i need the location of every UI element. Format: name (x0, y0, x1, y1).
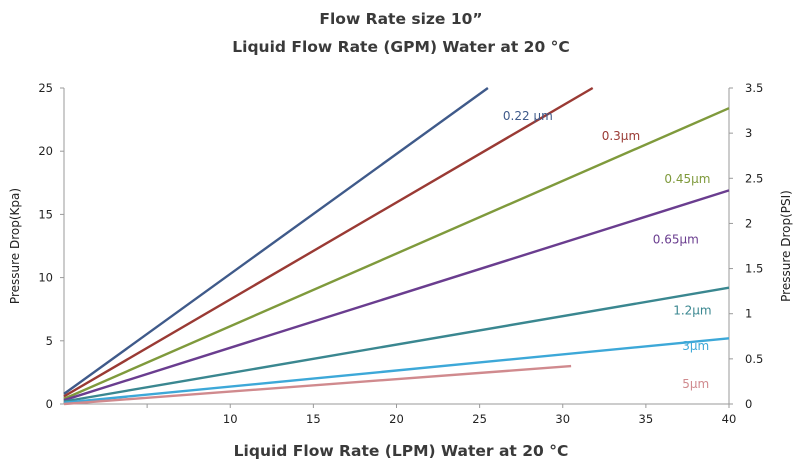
y2-tick-label: 2.5 (745, 171, 763, 185)
x-tick-label: 40 (722, 412, 737, 426)
series-line (63, 337, 730, 404)
y2-tick-label: 0 (745, 397, 752, 411)
series-label: 0.22 μm (503, 109, 553, 123)
y2-tick-label: 1 (745, 307, 752, 321)
y2-tick-label: 0.5 (745, 352, 763, 366)
chart-subtitle: Liquid Flow Rate (GPM) Water at 20 °C (232, 38, 570, 56)
y2-tick-label: 2 (745, 216, 752, 230)
chart-title: Flow Rate size 10” (319, 10, 482, 28)
series-label: 0.3μm (602, 129, 640, 143)
series-line (63, 107, 730, 400)
x-tick-label: 10 (223, 412, 238, 426)
y-tick-label: 25 (38, 81, 53, 95)
y2-axis-label: Pressure Drop(PSI) (779, 190, 793, 302)
series-lines (63, 86, 730, 406)
y2-tick-label: 1.5 (745, 262, 763, 276)
x-axis: 10 15 20 25 30 35 40 (146, 404, 737, 426)
series-label: 5μm (682, 377, 709, 391)
y-axis-right: 0 0.5 1 1.5 2 2.5 3 3.5 (729, 81, 763, 411)
series-labels: 0.22 μm 0.3μm 0.45μm 0.65μm 1.2μm 3μm 5μm (503, 109, 712, 391)
x-tick-label: 35 (639, 412, 654, 426)
x-tick-label: 15 (306, 412, 321, 426)
series-label: 0.65μm (653, 233, 699, 247)
series-line (63, 286, 730, 403)
y-axis-label: Pressure Drop(Kpa) (8, 188, 22, 304)
series-line (63, 87, 489, 395)
y-tick-label: 20 (38, 144, 53, 158)
series-line (63, 189, 730, 402)
x-axis-label: Liquid Flow Rate (LPM) Water at 20 °C (234, 442, 569, 460)
x-tick-label: 25 (472, 412, 487, 426)
y2-tick-label: 3.5 (745, 81, 763, 95)
y-axis-left: 0 5 10 15 20 25 (38, 81, 64, 411)
x-tick-label: 30 (555, 412, 570, 426)
series-label: 1.2μm (673, 303, 711, 317)
y-tick-label: 10 (38, 271, 53, 285)
y2-tick-label: 3 (745, 126, 752, 140)
series-line (63, 86, 594, 398)
x-tick-label: 20 (389, 412, 404, 426)
series-label: 0.45μm (664, 172, 710, 186)
series-line (63, 364, 572, 406)
y-tick-label: 5 (46, 334, 53, 348)
y-tick-label: 15 (38, 207, 53, 221)
series-label: 3μm (682, 339, 709, 353)
y-tick-label: 0 (46, 397, 53, 411)
